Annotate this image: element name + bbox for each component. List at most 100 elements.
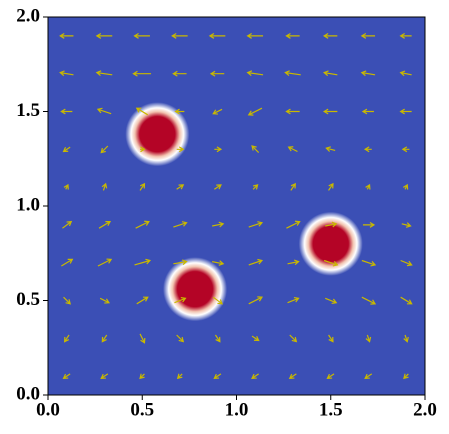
- arrow: [365, 334, 372, 343]
- x-tick-label: 0.5: [130, 399, 154, 420]
- arrow: [171, 32, 188, 39]
- arrow: [403, 373, 409, 380]
- arrow: [100, 145, 109, 154]
- arrow: [326, 373, 335, 379]
- arrow: [99, 297, 110, 304]
- arrow: [139, 182, 146, 191]
- arrow: [400, 296, 413, 305]
- arrow: [208, 32, 226, 39]
- arrow: [325, 146, 336, 152]
- arrow: [246, 32, 264, 39]
- arrow: [285, 32, 300, 39]
- arrow: [139, 373, 145, 380]
- x-tick-label: 0.0: [36, 399, 60, 420]
- arrow: [360, 32, 376, 39]
- arrow: [285, 108, 300, 115]
- arrow: [96, 107, 112, 115]
- arrow: [61, 258, 74, 267]
- arrow: [140, 146, 146, 153]
- arrow: [361, 108, 374, 115]
- arrow: [403, 334, 409, 343]
- arrow: [248, 258, 264, 266]
- blob: [162, 257, 228, 322]
- arrow: [399, 32, 412, 39]
- arrow: [98, 221, 112, 229]
- y-tick-label: 1.5: [16, 100, 40, 121]
- x-tick-label: 1.5: [319, 399, 343, 420]
- arrow: [290, 182, 296, 191]
- arrow: [214, 146, 223, 153]
- arrow: [364, 373, 373, 379]
- arrow: [62, 220, 73, 229]
- arrow: [322, 32, 338, 39]
- arrow: [133, 32, 150, 39]
- blob: [298, 211, 363, 276]
- arrow: [251, 373, 259, 379]
- arrow: [95, 32, 113, 39]
- plot-background: [48, 17, 425, 395]
- arrow: [101, 182, 108, 191]
- arrow: [322, 70, 338, 77]
- arrow: [213, 373, 222, 379]
- arrow: [401, 146, 410, 153]
- arrow: [214, 334, 221, 343]
- arrow: [62, 373, 71, 379]
- arrow: [59, 70, 74, 77]
- arrow: [362, 221, 376, 228]
- arrow: [287, 146, 298, 153]
- arrow: [247, 107, 263, 116]
- y-tick-label: 0.5: [16, 289, 40, 310]
- arrow: [402, 183, 409, 190]
- arrow: [139, 333, 146, 344]
- arrow: [132, 70, 152, 77]
- arrow: [284, 70, 301, 77]
- arrow: [64, 334, 70, 343]
- arrow: [251, 335, 260, 342]
- blob: [125, 102, 190, 167]
- arrow: [97, 258, 113, 267]
- arrow: [363, 146, 372, 153]
- arrow: [59, 32, 74, 39]
- arrow: [289, 334, 298, 343]
- arrow: [286, 220, 301, 229]
- arrow: [328, 334, 334, 343]
- arrow: [323, 259, 339, 267]
- arrow: [322, 108, 338, 115]
- arrow: [135, 220, 150, 229]
- arrow: [176, 184, 185, 190]
- arrow: [176, 373, 183, 380]
- arrow: [176, 146, 185, 153]
- arrow: [63, 296, 71, 305]
- arrow: [361, 259, 377, 267]
- arrow: [172, 70, 187, 77]
- arrow: [399, 108, 412, 115]
- arrow: [135, 107, 149, 116]
- arrow: [173, 221, 188, 228]
- arrow: [212, 108, 223, 115]
- arrow: [360, 70, 376, 77]
- arrow: [212, 260, 225, 266]
- arrow: [246, 70, 264, 77]
- arrow: [361, 296, 377, 305]
- arrow: [100, 373, 109, 379]
- arrow: [173, 259, 188, 266]
- arrow: [212, 296, 223, 305]
- arrow: [251, 145, 260, 154]
- y-tick-label: 2.0: [16, 5, 40, 26]
- arrow: [248, 296, 263, 305]
- arrow: [248, 221, 264, 228]
- arrow: [176, 334, 185, 343]
- arrow: [325, 221, 338, 228]
- arrow: [252, 184, 259, 190]
- arrow: [400, 259, 413, 267]
- x-tick-label: 2.0: [413, 399, 437, 420]
- arrow: [134, 258, 152, 266]
- arrow: [325, 297, 338, 305]
- arrow: [401, 222, 412, 228]
- arrow: [62, 146, 71, 153]
- arrow: [174, 108, 185, 115]
- arrow: [136, 296, 149, 305]
- arrow: [288, 373, 297, 379]
